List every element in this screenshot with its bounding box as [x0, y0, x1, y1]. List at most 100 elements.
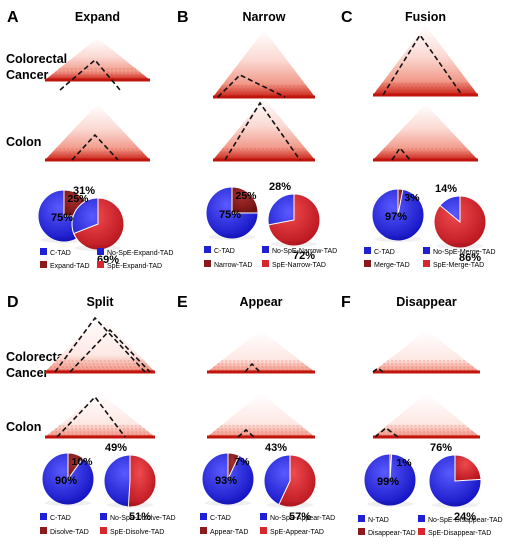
pie-slice-red	[433, 195, 487, 249]
legend-swatch	[204, 260, 211, 267]
panel-title: Split	[86, 295, 114, 309]
legend-label: C-TAD	[50, 250, 71, 257]
legend-swatch	[262, 246, 269, 253]
pie-spe-fraction	[428, 454, 482, 508]
pie2-label-blue: 28%	[269, 181, 291, 193]
legend-label: No-SpE-Appear-TAD	[270, 515, 335, 522]
tad-outline-cancer	[54, 316, 146, 373]
heatmap-triangle	[213, 98, 315, 160]
legend-swatch	[364, 247, 371, 254]
tad-outline-cancer	[59, 58, 121, 91]
legend-label: C-TAD	[214, 248, 235, 255]
legend-swatch	[97, 248, 104, 255]
panel-title: Expand	[75, 10, 120, 24]
legend-label: No-SpE-Disappear-TAD	[428, 517, 503, 524]
legend-swatch	[260, 527, 267, 534]
heatmap-colon	[213, 98, 315, 162]
legend-label: C-TAD	[50, 515, 71, 522]
pie-shadow	[366, 501, 414, 507]
heatmap-triangle	[207, 393, 315, 437]
panel-letter: D	[7, 294, 19, 311]
legend-label: SpE-Appear-TAD	[270, 529, 324, 536]
panel-letter: B	[177, 9, 189, 26]
legend-swatch	[40, 513, 47, 520]
legend-label: Merge-TAD	[374, 262, 410, 269]
legend-swatch	[40, 261, 47, 268]
heatmap-colon	[373, 393, 480, 439]
legend-label: C-TAD	[210, 515, 231, 522]
pie2-label-red: 57%	[289, 511, 311, 523]
pie1-label-blue: 93%	[215, 475, 237, 487]
pie-spe-fraction	[263, 454, 317, 508]
pie2-label-red: 86%	[459, 252, 481, 264]
pie2-label-blue: 49%	[105, 442, 127, 454]
pie1-label-blue: 75%	[219, 209, 241, 221]
heatmap-triangle	[373, 25, 478, 95]
pie-tad-fraction	[205, 186, 259, 240]
pie1-label-red: 10%	[71, 456, 93, 468]
legend-swatch	[418, 515, 425, 522]
heatmap-cancer	[207, 330, 315, 374]
pie-shadow	[204, 500, 252, 506]
tad-outline-cancer	[372, 366, 384, 373]
pie-shadow	[431, 502, 479, 508]
pie-spe-fraction	[433, 195, 487, 249]
pie-shadow	[106, 502, 154, 508]
pie2-label-blue: 14%	[435, 183, 457, 195]
tad-outline-colon	[374, 426, 399, 438]
pie-slice-red	[231, 186, 259, 214]
pie-slice-red	[227, 452, 240, 480]
heatmap-triangle	[213, 30, 315, 97]
heatmap-colon	[207, 393, 315, 439]
legend-label: Narrow-TAD	[214, 262, 252, 269]
heatmap-triangle	[45, 315, 155, 372]
pie-tad-fraction	[371, 188, 425, 242]
pie-spe-fraction	[103, 454, 157, 508]
row-labels: Colorectal Cancer Colon Colorectal Cance…	[6, 52, 67, 434]
legend-swatch	[40, 248, 47, 255]
pie2-label-blue: 31%	[73, 185, 95, 197]
heatmap-triangle	[207, 330, 315, 372]
panel-title: Disappear	[396, 295, 457, 309]
pie-slice-red	[67, 452, 84, 481]
legend-label: Disolve-TAD	[50, 529, 89, 536]
pie-shadow	[436, 243, 484, 249]
pie-shadow	[40, 237, 88, 243]
pie1-label-red: 3%	[404, 192, 420, 204]
tad-outline-colon	[56, 395, 126, 438]
tad-outline-cancer	[244, 362, 261, 373]
legend-swatch	[358, 515, 365, 522]
legend-swatch	[262, 260, 269, 267]
heatmap-triangle	[45, 393, 155, 437]
pie-slice-red	[278, 454, 317, 508]
legend-swatch	[423, 260, 430, 267]
legend-label: Appear-TAD	[210, 529, 248, 536]
pie1-label-blue: 75%	[51, 212, 73, 224]
pie1-label-red: 25%	[235, 190, 257, 202]
tad-outline-cancer	[217, 74, 286, 98]
pie-shadow	[208, 234, 256, 240]
heatmap-colon	[373, 104, 478, 162]
pie-slice-red	[454, 454, 482, 482]
pie-spe-fraction	[71, 197, 125, 251]
label-colon-bottom: Colon	[6, 420, 41, 434]
panel-letter: A	[7, 9, 19, 26]
tad-outline-colon	[391, 146, 411, 161]
pie2-label-blue: 76%	[430, 442, 452, 454]
heatmap-cancer	[45, 38, 150, 82]
legend-label: No-SpE-Disolve-TAD	[110, 515, 176, 522]
pie-spe-fraction	[267, 193, 321, 247]
pie1-label-blue: 90%	[55, 475, 77, 487]
legend-label: N-TAD	[368, 517, 389, 524]
pie-tad-fraction	[201, 452, 255, 506]
legend-swatch	[100, 513, 107, 520]
pie-shadow	[270, 241, 318, 247]
pie-slice-red	[127, 454, 157, 508]
heatmap-triangle	[45, 104, 150, 160]
pie1-label-blue: 99%	[377, 476, 399, 488]
legend-swatch	[200, 527, 207, 534]
heatmap-triangle	[373, 393, 480, 437]
heatmap-triangle	[373, 330, 480, 372]
heatmap-cancer	[45, 315, 155, 374]
pie-slice-red	[389, 453, 393, 481]
